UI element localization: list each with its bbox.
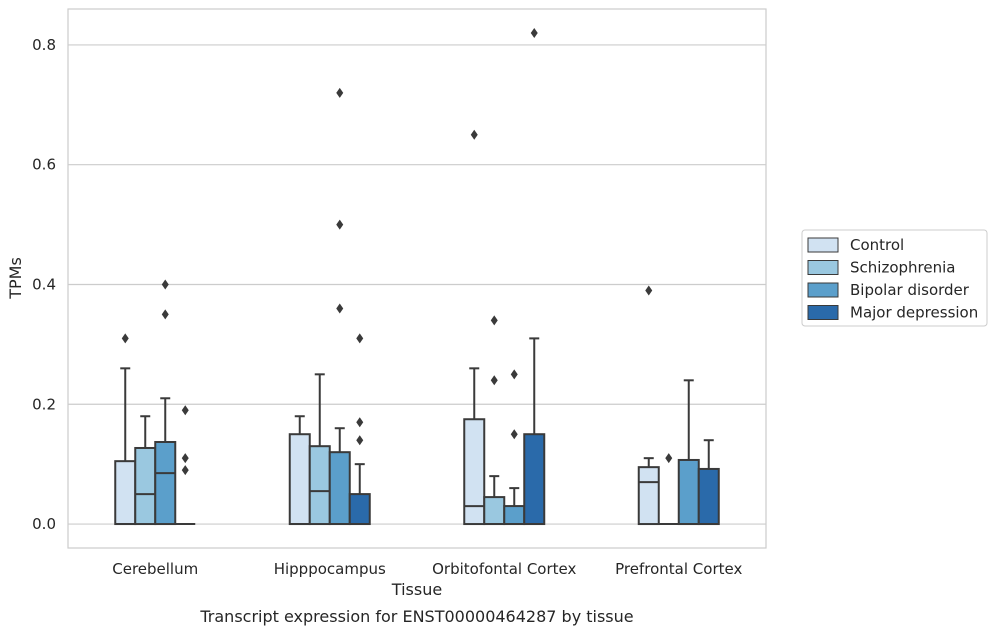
box-body (677, 458, 700, 526)
outlier-point (121, 333, 129, 344)
legend-label: Control (850, 236, 904, 254)
legend: Control Schizophrenia Bipolar disorder Majo… (801, 229, 988, 327)
box-body (154, 440, 177, 526)
box (175, 405, 196, 526)
legend-swatch (807, 305, 839, 320)
legend-swatch (807, 260, 839, 275)
outlier-point (645, 285, 653, 296)
box (523, 27, 546, 526)
outlier-point (161, 309, 169, 320)
outlier-point (510, 429, 518, 440)
box-body (483, 496, 506, 526)
box (328, 87, 351, 526)
box (348, 333, 371, 526)
outlier-point (336, 87, 344, 98)
outlier-point (356, 417, 364, 428)
box (134, 415, 157, 526)
outlier-point (470, 129, 478, 140)
y-tick-label: 0.6 (32, 156, 56, 174)
box (658, 453, 679, 526)
x-tick-label: Cerebellum (112, 560, 198, 578)
box (637, 285, 660, 526)
outlier-point (181, 405, 189, 416)
legend-swatch (807, 237, 839, 253)
plot-area: 0.0 0.2 0.4 0.6 0.8 Cerebellum Hipppocampus Or… (32, 8, 767, 578)
box-body (308, 445, 331, 526)
box (288, 415, 311, 526)
outlier-point (490, 375, 498, 386)
outlier-point (336, 219, 344, 230)
box (308, 373, 331, 526)
box (697, 439, 720, 526)
box-body (114, 460, 137, 526)
outlier-point (181, 453, 189, 464)
box-body (523, 433, 546, 526)
box (503, 369, 526, 526)
box-body (697, 467, 720, 526)
outlier-point (356, 435, 364, 446)
box-body (348, 493, 371, 526)
legend-label: Major depression (850, 304, 978, 322)
box-body (503, 505, 526, 526)
outlier-point (665, 453, 673, 464)
box (154, 279, 177, 526)
outlier-point (530, 27, 538, 38)
y-axis-ticks: 0.0 0.2 0.4 0.6 0.8 (32, 36, 56, 533)
y-tick-label: 0.4 (32, 275, 56, 293)
legend-frame (801, 229, 988, 327)
chart-caption: Transcript expression for ENST0000046428… (199, 607, 633, 626)
legend-label: Bipolar disorder (850, 281, 970, 299)
x-tick-label: Orbitofontal Cortex (432, 560, 576, 578)
box (463, 129, 486, 526)
boxes-layer (114, 27, 720, 526)
y-tick-label: 0.8 (32, 36, 56, 54)
x-tick-label: Prefrontal Cortex (615, 560, 742, 578)
box-body (463, 418, 486, 526)
outlier-point (356, 333, 364, 344)
y-axis-label: TPMs (6, 257, 25, 300)
box-body (637, 466, 660, 526)
box-body (134, 446, 157, 526)
x-axis-ticks: Cerebellum Hipppocampus Orbitofontal Corte… (112, 560, 742, 578)
outlier-point (510, 369, 518, 380)
x-tick-label: Hipppocampus (274, 560, 386, 578)
legend-label: Schizophrenia (850, 259, 955, 277)
y-tick-label: 0.2 (32, 395, 56, 413)
box-body (288, 433, 311, 526)
outlier-point (336, 303, 344, 314)
x-axis-label: Tissue (391, 580, 442, 599)
outlier-point (181, 465, 189, 476)
legend-items: Control Schizophrenia Bipolar disorder Majo… (807, 236, 978, 322)
box (483, 315, 506, 526)
outlier-point (161, 279, 169, 290)
box-body (328, 451, 351, 526)
y-tick-label: 0.0 (32, 515, 56, 533)
legend-swatch (807, 282, 839, 298)
outlier-point (490, 315, 498, 326)
